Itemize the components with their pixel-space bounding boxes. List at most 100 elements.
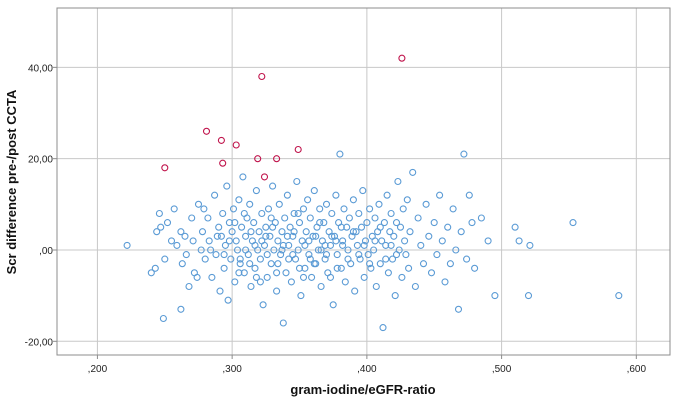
data-point [317,282,325,291]
data-point [220,251,228,259]
data-point [250,219,258,227]
data-point [330,232,339,240]
data-point [340,205,348,213]
data-point [356,255,364,263]
data-point [316,205,324,213]
data-point [515,237,523,245]
data-point [310,187,318,195]
data-point [289,232,297,240]
data-point [278,228,286,236]
data-point [402,251,410,259]
x-tick-label: ,600 [627,364,647,375]
data-point [275,200,283,208]
data-point [526,241,534,249]
data-point [355,209,363,218]
data-point [372,282,380,291]
y-axis-title: Scr difference pre-/post CCTA [4,89,19,274]
data-point [337,223,345,231]
data-point [290,209,298,218]
data-point [398,273,406,281]
data-point [382,255,390,263]
highlighted-data-point [258,72,266,81]
data-point [569,219,577,227]
data-point [204,214,212,222]
highlighted-data-point [273,155,281,163]
data-point [274,237,282,245]
data-point [471,264,479,272]
data-point [427,269,436,277]
data-point [123,241,131,249]
data-point [232,237,240,245]
data-point [336,150,344,158]
data-point [238,223,246,231]
data-point [223,182,231,190]
data-point [170,205,178,213]
data-point [309,232,317,240]
data-point [326,273,335,281]
data-point [379,324,387,332]
data-point [200,205,208,213]
data-point [173,241,181,249]
data-point [294,246,302,254]
data-point [371,237,379,245]
data-point [306,255,314,263]
data-point [242,246,250,254]
data-point [247,228,255,236]
data-point [419,260,428,268]
data-point [348,232,356,240]
data-point [278,246,286,254]
data-point [301,264,309,272]
data-point [299,273,308,281]
data-point [353,241,361,249]
data-point [468,219,476,227]
data-point [367,264,375,272]
highlighted-data-point [294,145,302,154]
data-point [328,209,336,218]
data-point [376,260,384,268]
data-point [380,219,388,227]
data-point [339,237,347,245]
data-point [267,214,275,222]
data-point [181,232,189,240]
data-point [392,251,401,259]
data-point [279,241,287,249]
data-point [322,200,331,208]
data-point [252,187,260,195]
y-tick-label: 40,00 [28,63,53,74]
data-point [333,251,341,259]
data-point [273,287,281,295]
data-point [159,314,167,323]
data-point [403,196,411,204]
data-point [252,273,260,281]
data-point [359,187,367,195]
data-point [351,287,359,295]
x-axis-title: gram-iodine/eGFR-ratio [290,382,435,397]
data-point [147,269,155,277]
data-point [355,251,363,259]
data-point [177,305,185,313]
data-point [304,196,312,204]
data-point [438,237,446,245]
data-point [352,228,360,236]
data-point [246,200,254,208]
data-point [409,168,417,176]
data-point [322,251,331,259]
data-point [414,214,422,222]
data-point [387,209,395,218]
y-tick-label: 20,00 [28,155,53,166]
data-point [375,200,383,208]
data-point [151,264,159,272]
data-point [263,273,271,281]
highlighted-data-point [217,136,225,144]
data-point [305,251,313,259]
data-point [255,228,263,236]
data-point [157,223,165,231]
data-point [425,232,433,240]
data-point [259,301,267,309]
grid-layer [57,8,670,355]
x-tick-label: ,400 [357,364,377,375]
data-point [321,255,329,263]
data-point [220,264,228,272]
data-point [337,264,345,272]
